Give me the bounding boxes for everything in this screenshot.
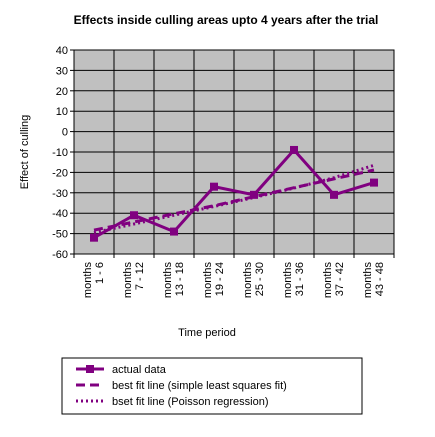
series-line bbox=[93, 168, 375, 232]
y-tick-label: 10 bbox=[56, 106, 68, 118]
chart-title: Effects inside culling areas upto 4 year… bbox=[74, 13, 379, 27]
y-axis-title: Effect of culling bbox=[19, 115, 31, 189]
legend-entry-label: bset fit line (Poisson regression) bbox=[112, 396, 269, 408]
x-tick-label: months43 - 48 bbox=[362, 262, 386, 299]
y-tick-label: -60 bbox=[52, 249, 68, 261]
x-tick-label: months1 - 6 bbox=[82, 262, 106, 299]
data-point bbox=[250, 190, 258, 199]
x-tick-label: months37 - 42 bbox=[322, 262, 346, 299]
y-tick-label: -20 bbox=[52, 167, 68, 179]
legend-entry-label: best fit line (simple least squares fit) bbox=[112, 380, 287, 392]
y-tick-label: 30 bbox=[56, 65, 68, 77]
data-point bbox=[210, 182, 218, 191]
data-point bbox=[90, 233, 98, 242]
series-group bbox=[93, 168, 375, 232]
y-tick-label: -10 bbox=[52, 147, 68, 159]
legend-box bbox=[61, 357, 363, 415]
x-tick-label: months13 - 18 bbox=[162, 262, 186, 299]
x-tick-label: months31 - 36 bbox=[282, 262, 306, 299]
y-tick-label: -30 bbox=[52, 188, 68, 200]
data-point bbox=[170, 227, 178, 236]
data-point bbox=[370, 178, 378, 187]
legend-marker bbox=[86, 365, 94, 373]
data-point bbox=[330, 190, 338, 199]
y-tick-label: -40 bbox=[52, 208, 68, 220]
y-tick-label: -50 bbox=[52, 229, 68, 241]
x-axis-title: Time period bbox=[178, 327, 236, 339]
legend: actual data best fit line (simple least s… bbox=[76, 364, 287, 408]
y-tick-label: 20 bbox=[56, 86, 68, 98]
legend-entry-label: actual data bbox=[112, 364, 167, 376]
data-point bbox=[290, 145, 298, 154]
y-tick-label: 40 bbox=[56, 45, 68, 57]
series-group bbox=[90, 145, 378, 242]
x-tick-label: months7 - 12 bbox=[122, 262, 146, 299]
x-axis: months1 - 6 months7 - 12 months13 - 18 mont… bbox=[73, 254, 395, 299]
series-layer bbox=[90, 145, 378, 242]
series-line bbox=[93, 147, 375, 240]
y-axis: 40 30 20 10 0 -10 -20 -30 -40 -50 -60 bbox=[52, 45, 74, 261]
y-tick-label: 0 bbox=[62, 127, 68, 139]
x-tick-label: months19 - 24 bbox=[202, 262, 226, 299]
x-tick-label: months25 - 30 bbox=[242, 262, 266, 299]
data-point bbox=[130, 211, 138, 220]
